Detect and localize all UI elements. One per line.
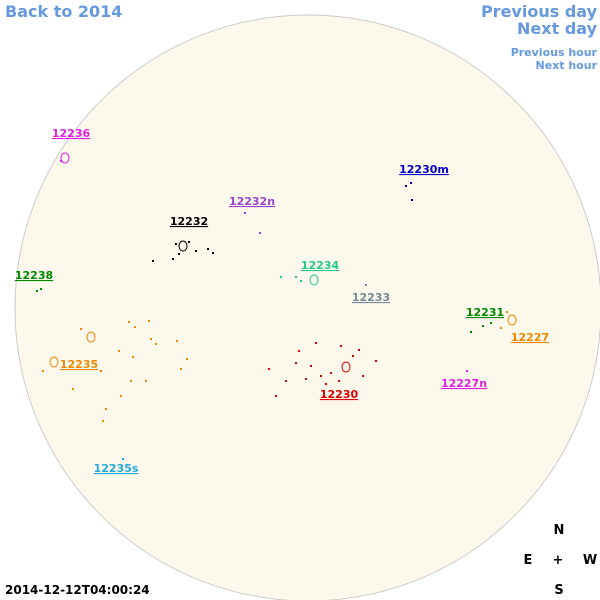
- sunspot: [49, 356, 59, 368]
- sunspot: [410, 182, 412, 184]
- sunspot: [172, 258, 174, 260]
- sunspot: [186, 358, 188, 360]
- sunspot: [60, 160, 62, 162]
- sunspot: [466, 370, 468, 372]
- sunspot: [295, 362, 297, 364]
- sunspot: [120, 395, 122, 397]
- sunspot: [148, 320, 150, 322]
- sunspot: [60, 152, 70, 164]
- sunspot: [362, 375, 364, 377]
- sunspot: [315, 342, 317, 344]
- sunspot: [130, 380, 132, 382]
- sunspot: [42, 370, 44, 372]
- region-label[interactable]: 12230m: [399, 163, 449, 176]
- sunspot: [295, 276, 297, 278]
- region-label[interactable]: 12231: [466, 306, 504, 319]
- region-label[interactable]: 12235s: [94, 462, 139, 475]
- compass-center: +: [553, 553, 564, 568]
- sunspot: [36, 290, 38, 292]
- sunspot: [118, 350, 120, 352]
- sunspot: [178, 240, 188, 252]
- sunspot: [285, 380, 287, 382]
- sunspot: [259, 232, 261, 234]
- next-hour-link[interactable]: Next hour: [536, 59, 598, 72]
- region-label[interactable]: 12230: [320, 388, 359, 401]
- solar-disk: [14, 14, 600, 600]
- sunspot: [122, 458, 124, 460]
- sunspot: [105, 408, 107, 410]
- sunspot: [506, 311, 508, 313]
- region-labels: 12236 12230m 12232n 12232 12238 12234 12233 122…: [15, 127, 549, 475]
- sunspot: [72, 388, 74, 390]
- sunspot: [309, 274, 319, 286]
- sunspot: [507, 314, 517, 326]
- sunspot: [411, 199, 413, 201]
- region-label[interactable]: 12232: [170, 215, 208, 228]
- sunspot: [300, 280, 302, 282]
- timestamp: 2014-12-12T04:00:24: [5, 583, 150, 597]
- sunspots: [36, 152, 517, 460]
- sunspot: [298, 350, 300, 352]
- sunspot: [375, 360, 377, 362]
- compass-south: S: [554, 583, 563, 598]
- compass-west: W: [583, 553, 597, 568]
- sunspot: [365, 284, 367, 286]
- sunspot: [188, 241, 190, 243]
- sunspot: [330, 372, 332, 374]
- sunspot: [338, 380, 340, 382]
- sunspot: [340, 345, 342, 347]
- sunspot: [268, 368, 270, 370]
- sunspot: [500, 327, 502, 329]
- sunspot: [195, 250, 197, 252]
- region-label[interactable]: 12238: [15, 269, 53, 282]
- sunspot: [482, 325, 484, 327]
- sunspot: [310, 365, 312, 367]
- back-link[interactable]: Back to 2014: [5, 2, 122, 21]
- sunspot: [280, 276, 282, 278]
- sunspot: [102, 420, 104, 422]
- region-label[interactable]: 12234: [301, 259, 340, 272]
- compass-north: N: [554, 523, 565, 538]
- sunspot: [176, 340, 178, 342]
- sunspot: [305, 378, 307, 380]
- sunspot: [178, 253, 180, 255]
- sunspot: [212, 252, 214, 254]
- sunspot: [320, 375, 322, 377]
- sunspot: [180, 368, 182, 370]
- sunspot: [175, 243, 177, 245]
- sunspot: [358, 349, 360, 351]
- sunspot: [207, 248, 209, 250]
- region-label[interactable]: 12227n: [441, 377, 487, 390]
- region-label[interactable]: 12235: [60, 358, 98, 371]
- sunspot: [134, 326, 136, 328]
- sunspot: [132, 356, 134, 358]
- sunspot: [86, 331, 96, 343]
- previous-hour-link[interactable]: Previous hour: [511, 46, 598, 59]
- previous-day-link[interactable]: Previous day: [481, 2, 598, 21]
- sunspot: [128, 321, 130, 323]
- sunspot: [341, 361, 351, 373]
- sunspot: [352, 355, 354, 357]
- sunspot: [244, 212, 246, 214]
- sunspot: [145, 380, 147, 382]
- region-label[interactable]: 12227: [511, 331, 549, 344]
- next-day-link[interactable]: Next day: [517, 19, 598, 38]
- sunspot: [345, 393, 347, 395]
- sunspot: [155, 343, 157, 345]
- compass-east: E: [524, 553, 533, 568]
- sunspot: [405, 185, 407, 187]
- region-label[interactable]: 12233: [352, 291, 390, 304]
- region-label[interactable]: 12236: [52, 127, 91, 140]
- sunspot: [40, 288, 42, 290]
- sunspot: [150, 338, 152, 340]
- region-label[interactable]: 12232n: [229, 195, 275, 208]
- sunspot: [275, 395, 277, 397]
- sunspot: [100, 370, 102, 372]
- sunspot: [470, 331, 472, 333]
- sunspot: [490, 322, 492, 324]
- sunspot: [325, 383, 327, 385]
- sunspot: [152, 260, 154, 262]
- sunspot: [80, 328, 82, 330]
